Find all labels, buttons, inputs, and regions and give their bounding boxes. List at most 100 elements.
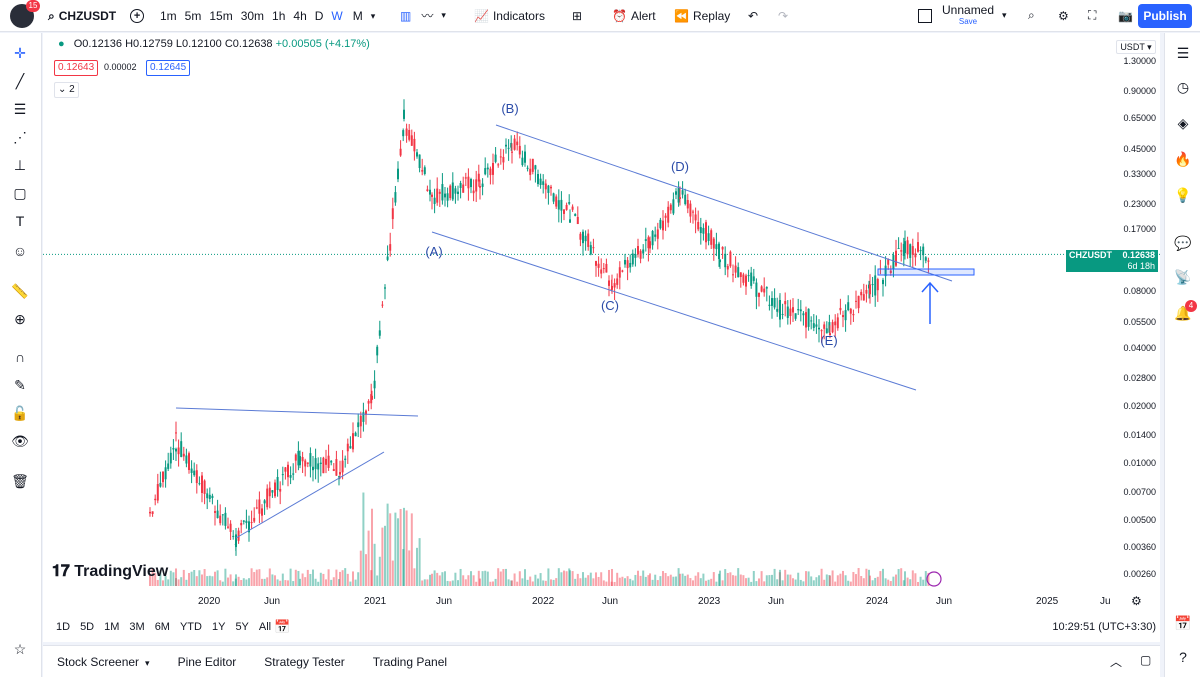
symbol-search[interactable]: ⌕ CHZUSDT + — [48, 0, 145, 32]
layers-icon[interactable]: ◈ — [1177, 114, 1189, 131]
indicators-toggle[interactable]: ⌄ 2 — [54, 82, 79, 98]
candle-body — [185, 455, 188, 464]
candle-body — [449, 185, 452, 199]
scale-settings-icon[interactable]: ⚙ — [1131, 594, 1142, 608]
pattern-icon[interactable]: ⋰ — [13, 128, 27, 145]
text-icon[interactable]: T — [15, 213, 25, 229]
interval-D[interactable]: D — [314, 9, 324, 23]
volume-bar — [352, 571, 354, 586]
settings-button[interactable]: ⚙ — [1052, 0, 1075, 32]
volume-bar — [255, 569, 258, 586]
candle-body — [294, 454, 297, 461]
range-6m[interactable]: 6M — [154, 621, 170, 633]
interval-1h[interactable]: 1h — [272, 9, 286, 23]
hotlist-icon[interactable]: 🔥 — [1174, 150, 1192, 167]
candle-body — [402, 130, 405, 137]
lock-icon[interactable]: 🔓 — [11, 404, 29, 421]
replay-button[interactable]: ⏪ Replay — [668, 0, 736, 32]
watchlist-icon[interactable]: ☰ — [1176, 44, 1190, 61]
trendline-icon[interactable]: ╱ — [15, 72, 25, 89]
undo-button[interactable]: ↶ — [742, 0, 764, 32]
range-5d[interactable]: 5D — [80, 621, 95, 633]
chart-pane[interactable]: (A) (B) (C) (D) (E) — [43, 33, 1160, 642]
price-chart[interactable]: (A) (B) (C) (D) (E) — [43, 33, 1160, 642]
candle-body — [464, 177, 467, 179]
ruler-icon[interactable]: 📏 — [11, 282, 29, 299]
star-icon[interactable]: ☆ — [13, 640, 27, 657]
redo-button[interactable]: ↷ — [772, 0, 794, 32]
interval-30m[interactable]: 30m — [240, 9, 265, 23]
wave-label: (D) — [671, 159, 689, 174]
help-icon[interactable]: ? — [1179, 649, 1187, 665]
volume-bar — [441, 572, 444, 586]
chevron-down-icon[interactable]: ▾ — [370, 10, 376, 21]
candle-body — [214, 511, 216, 513]
range-1y[interactable]: 1Y — [211, 621, 226, 633]
shapes-icon[interactable]: ▢ — [13, 184, 27, 201]
ideas-icon[interactable]: 💡 — [1174, 186, 1192, 203]
candle-body — [914, 253, 917, 258]
interval-4h[interactable]: 4h — [293, 9, 307, 23]
crosshair-icon[interactable]: ✛ — [14, 44, 26, 61]
snapshot-button[interactable]: 📷 — [1112, 0, 1139, 32]
volume-bar — [349, 581, 352, 586]
indicators-button[interactable]: 📈 Indicators — [468, 0, 551, 32]
layout-button[interactable]: Unnamed Save ▾ — [912, 0, 1013, 32]
volume-bar — [563, 570, 565, 586]
alert-button[interactable]: ⏰ Alert — [606, 0, 662, 32]
projection-icon[interactable]: ⊥ — [13, 156, 27, 173]
eye-icon[interactable]: 👁 — [11, 432, 29, 449]
interval-5m[interactable]: 5m — [184, 9, 202, 23]
quick-search-button[interactable]: ⌕ — [1022, 0, 1041, 32]
clock[interactable]: 10:29:51 (UTC+3:30) — [1052, 621, 1156, 633]
trash-icon[interactable]: 🗑 — [11, 472, 29, 489]
chat-icon[interactable]: 💬 — [1174, 234, 1192, 251]
volume-bar — [582, 572, 584, 586]
tab-stock-screener[interactable]: Stock Screener ▾ — [43, 655, 164, 669]
bid-box[interactable]: 0.12643 — [54, 60, 99, 76]
grid-icon: ⊞ — [572, 8, 583, 23]
interval-M[interactable]: M — [352, 9, 363, 23]
zoom-icon[interactable]: ⊕ — [14, 310, 26, 327]
candle-body — [694, 214, 697, 221]
price-scale-label: 0.90000 — [1123, 86, 1156, 97]
volume-bar — [319, 572, 322, 586]
currency-selector[interactable]: USDT ▾ — [1116, 40, 1156, 54]
range-3m[interactable]: 3M — [129, 621, 145, 633]
pencil-lock-icon[interactable]: ✎ — [14, 376, 26, 393]
range-ytd[interactable]: YTD — [179, 621, 202, 633]
fib-icon[interactable]: ☰ — [13, 100, 27, 117]
candle-body — [263, 500, 266, 504]
fullscreen-button[interactable]: ⛶ — [1082, 0, 1102, 32]
magnet-icon[interactable]: ∩ — [14, 349, 26, 365]
volume-bar — [297, 570, 300, 586]
tab-strategy-tester[interactable]: Strategy Tester — [250, 655, 358, 669]
interval-15m[interactable]: 15m — [209, 9, 233, 23]
candle-body — [357, 422, 360, 428]
candle-body — [750, 272, 753, 286]
collapse-panel-icon[interactable]: ︿ — [1110, 655, 1123, 669]
range-5y[interactable]: 5Y — [235, 621, 249, 633]
candle-body — [258, 499, 261, 514]
compare-icon[interactable]: + — [130, 9, 145, 23]
gear-icon: ⚙ — [1058, 8, 1069, 23]
emoji-icon[interactable]: ☺ — [12, 243, 28, 259]
range-1d[interactable]: 1D — [56, 621, 71, 633]
templates-button[interactable]: ⊞ — [566, 0, 588, 32]
candle-body — [317, 463, 320, 470]
range-1m[interactable]: 1M — [104, 621, 120, 633]
range-all[interactable]: All — [258, 621, 272, 633]
chart-type-button[interactable]: ▥ 〰 ▾ — [394, 0, 452, 32]
interval-W[interactable]: W — [331, 9, 343, 23]
tab-pine-editor[interactable]: Pine Editor — [164, 655, 251, 669]
calendar-icon[interactable]: 📅 — [1174, 614, 1192, 631]
streams-icon[interactable]: 📡 — [1174, 268, 1192, 285]
tab-trading-panel[interactable]: Trading Panel — [359, 655, 461, 669]
notification-count-badge: 4 — [1185, 300, 1197, 312]
interval-1m[interactable]: 1m — [160, 9, 177, 23]
goto-date-icon[interactable]: 📅 — [274, 619, 291, 634]
ask-box[interactable]: 0.12645 — [146, 60, 191, 76]
maximize-panel-icon[interactable]: ▢ — [1140, 653, 1152, 667]
publish-button[interactable]: Publish — [1138, 4, 1192, 28]
alerts-clock-icon[interactable]: ◷ — [1176, 78, 1190, 95]
